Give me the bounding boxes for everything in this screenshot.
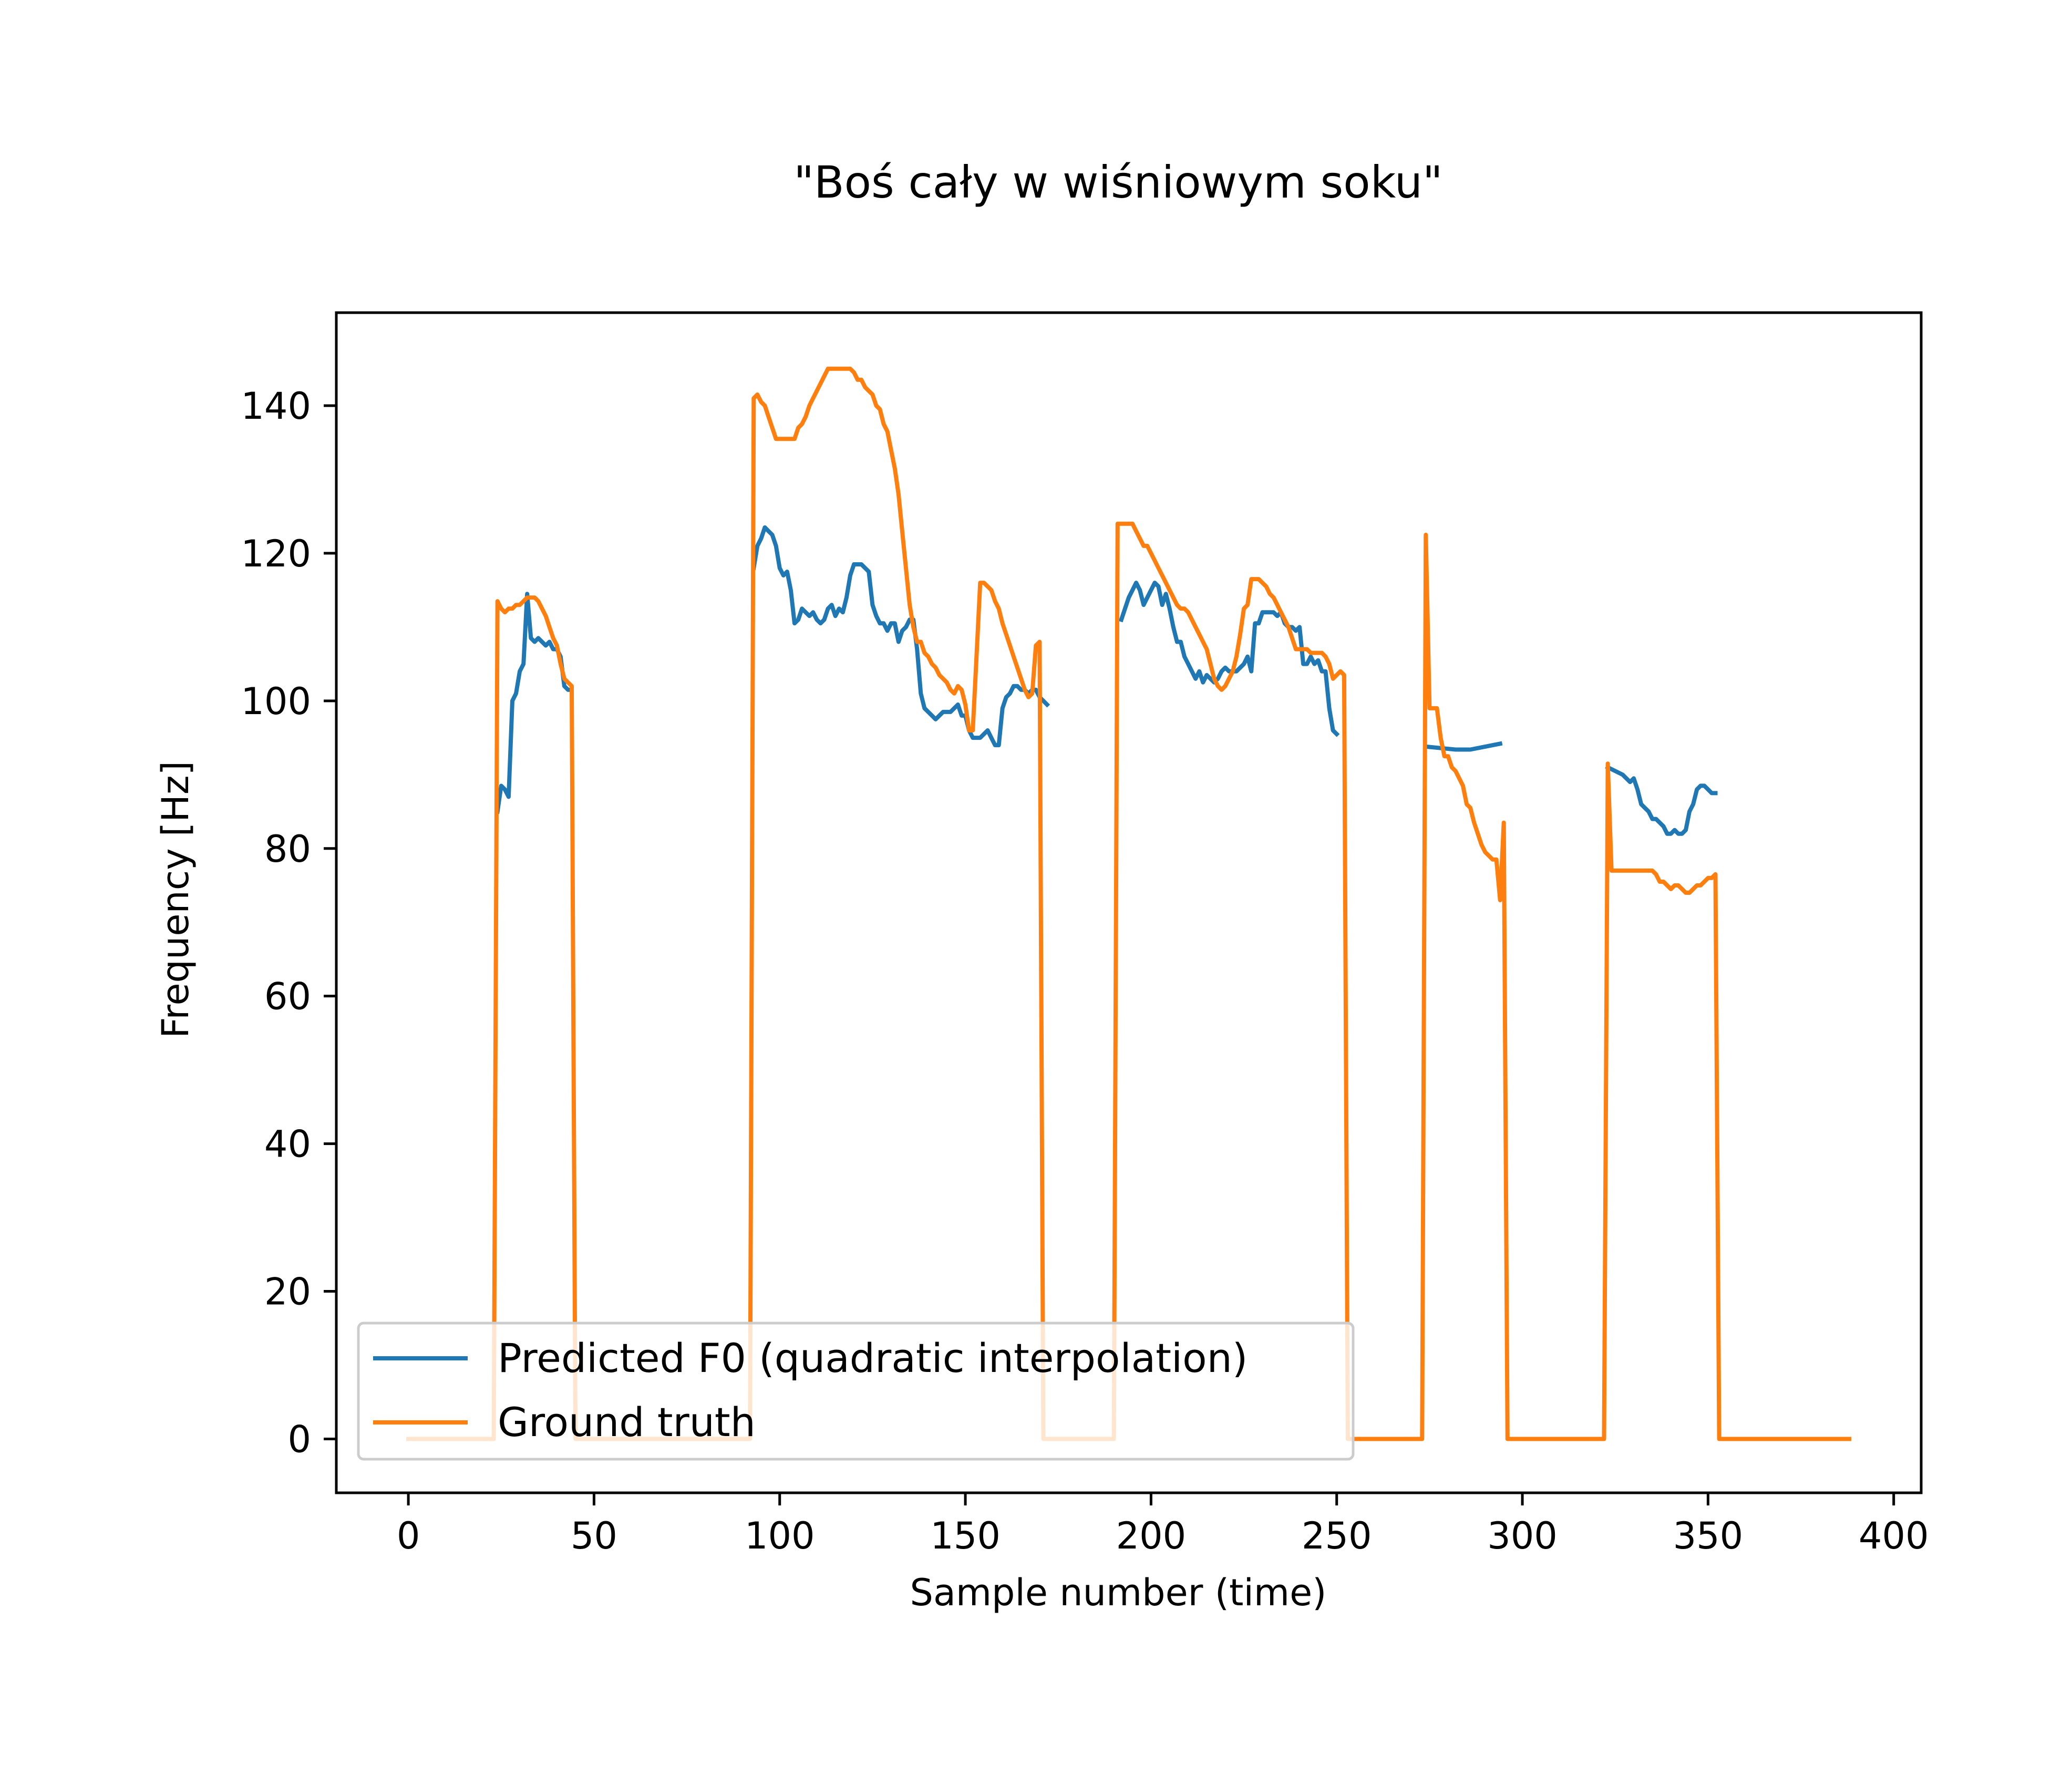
y-tick-label: 80 (264, 828, 311, 871)
predicted-f0-line-2 (1118, 581, 1340, 737)
y-axis-label: Frequency [Hz] (154, 761, 197, 1038)
predicted-f0-line-3 (1423, 741, 1503, 752)
legend-label-predicted: Predicted F0 (quadratic interpolation) (498, 1335, 1248, 1381)
y-tick-label: 60 (264, 975, 311, 1018)
x-tick-label: 300 (1487, 1514, 1558, 1557)
x-tick-label: 200 (1116, 1514, 1187, 1557)
axes-frame (335, 311, 1923, 1494)
x-tick-label: 400 (1859, 1514, 1929, 1557)
axes: 0 50 100 150 200 250 300 350 400 0 20 40 60 80 100 120 1… (241, 311, 1929, 1557)
y-tick-label: 100 (241, 680, 311, 723)
x-tick-label: 100 (745, 1514, 815, 1557)
y-tick-label: 40 (264, 1123, 311, 1166)
predicted-f0-line-4 (1605, 764, 1718, 836)
ground-truth-line-0 (406, 366, 1851, 1441)
x-tick-label: 0 (397, 1514, 420, 1557)
predicted-f0-line-1 (751, 525, 1050, 748)
x-axis-label: Sample number (time) (910, 1571, 1327, 1614)
x-tick-label: 150 (930, 1514, 1001, 1557)
chart-title: "Boś cały w wiśniowym soku" (793, 157, 1442, 208)
y-tick-label: 20 (264, 1271, 311, 1314)
plot-area (406, 366, 1851, 1441)
legend: Predicted F0 (quadratic interpolation) G… (357, 1322, 1355, 1461)
series-lines (406, 366, 1851, 1441)
y-tick-label: 0 (287, 1418, 311, 1461)
legend-frame (357, 1322, 1355, 1461)
x-tick-label: 350 (1673, 1514, 1744, 1557)
x-tick-label: 50 (571, 1514, 617, 1557)
x-tick-label: 250 (1302, 1514, 1372, 1557)
legend-label-ground-truth: Ground truth (498, 1399, 756, 1446)
y-tick-label: 140 (241, 385, 311, 428)
y-tick-label: 120 (241, 532, 311, 575)
